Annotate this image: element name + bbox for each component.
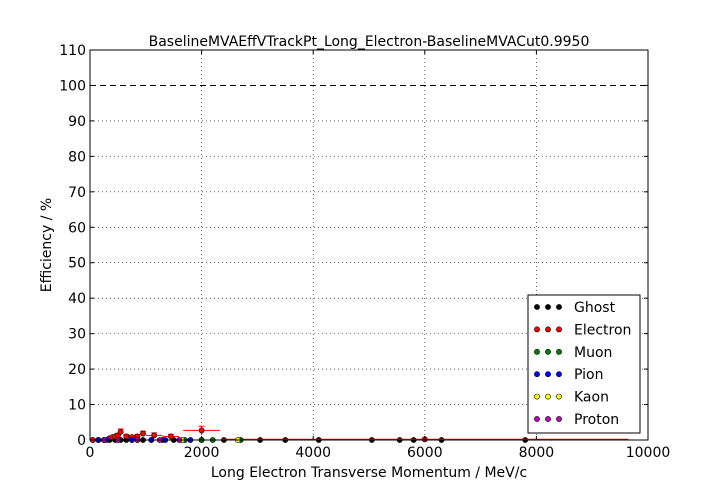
y-tick-label: 70: [68, 185, 86, 201]
legend-marker-ghost: [545, 304, 551, 310]
legend-marker-kaon: [534, 393, 540, 400]
y-tick-label: 20: [68, 362, 86, 378]
plot-frame: [89, 49, 649, 441]
electron-point: [168, 433, 174, 440]
x-axis-label: Long Electron Transverse Momentum / MeV/…: [211, 465, 527, 481]
legend-marker-proton: [545, 416, 551, 422]
y-tick-label: 0: [77, 433, 86, 449]
y-tick-label: 90: [68, 114, 86, 130]
legend-label-electron: Electron: [574, 322, 631, 338]
legend-marker-ghost: [534, 304, 540, 310]
legend-marker-pion: [556, 371, 562, 378]
legend-marker-pion: [545, 371, 551, 378]
chart-title: BaselineMVAEffVTrackPt_Long_Electron-Bas…: [149, 34, 590, 50]
legend-marker-kaon: [545, 393, 551, 400]
y-tick-label: 10: [68, 398, 86, 414]
electron-point: [117, 428, 124, 435]
electron-point: [198, 427, 205, 434]
legend-marker-muon: [534, 348, 540, 355]
legend-marker-muon: [545, 348, 551, 355]
legend: Ghost Electron Muon Pion Kaon Proton: [527, 294, 641, 434]
legend-label-kaon: Kaon: [574, 390, 609, 406]
legend-label-muon: Muon: [574, 345, 612, 361]
legend-marker-electron: [534, 326, 540, 333]
y-tick-label: 110: [59, 43, 86, 59]
legend-label-ghost: Ghost: [574, 300, 616, 316]
axis-ticks: 0 2000 4000 6000 8000 10000 0 10 20 30 40 50 60 70 80 9…: [59, 43, 670, 461]
legend-marker-proton: [534, 416, 540, 422]
x-tick-label: 0: [86, 445, 95, 461]
legend-label-pion: Pion: [574, 367, 603, 383]
legend-marker-muon: [556, 348, 562, 355]
x-tick-label: 2000: [184, 445, 220, 461]
legend-marker-pion: [534, 371, 540, 378]
y-tick-label: 80: [68, 149, 86, 165]
legend-marker-electron: [556, 326, 562, 333]
legend-marker-proton: [556, 416, 562, 422]
y-tick-label: 60: [68, 220, 86, 236]
y-axis-label: Efficiency / %: [39, 198, 55, 292]
x-tick-label: 8000: [519, 445, 555, 461]
y-tick-label: 50: [68, 256, 86, 272]
legend-label-proton: Proton: [574, 412, 619, 428]
x-tick-label: 4000: [295, 445, 331, 461]
y-tick-label: 40: [68, 291, 86, 307]
legend-items: Ghost Electron Muon Pion Kaon Proton: [534, 300, 631, 428]
y-tick-label: 100: [59, 78, 86, 94]
electron-point: [151, 432, 158, 439]
x-tick-label: 10000: [626, 445, 671, 461]
electron-point: [140, 430, 146, 437]
legend-marker-electron: [545, 326, 551, 333]
y-tick-label: 30: [68, 327, 86, 343]
x-tick-label: 6000: [407, 445, 443, 461]
legend-marker-kaon: [556, 393, 562, 400]
legend-marker-ghost: [556, 304, 562, 310]
electron-point: [123, 433, 130, 440]
legend-box: [527, 294, 641, 434]
